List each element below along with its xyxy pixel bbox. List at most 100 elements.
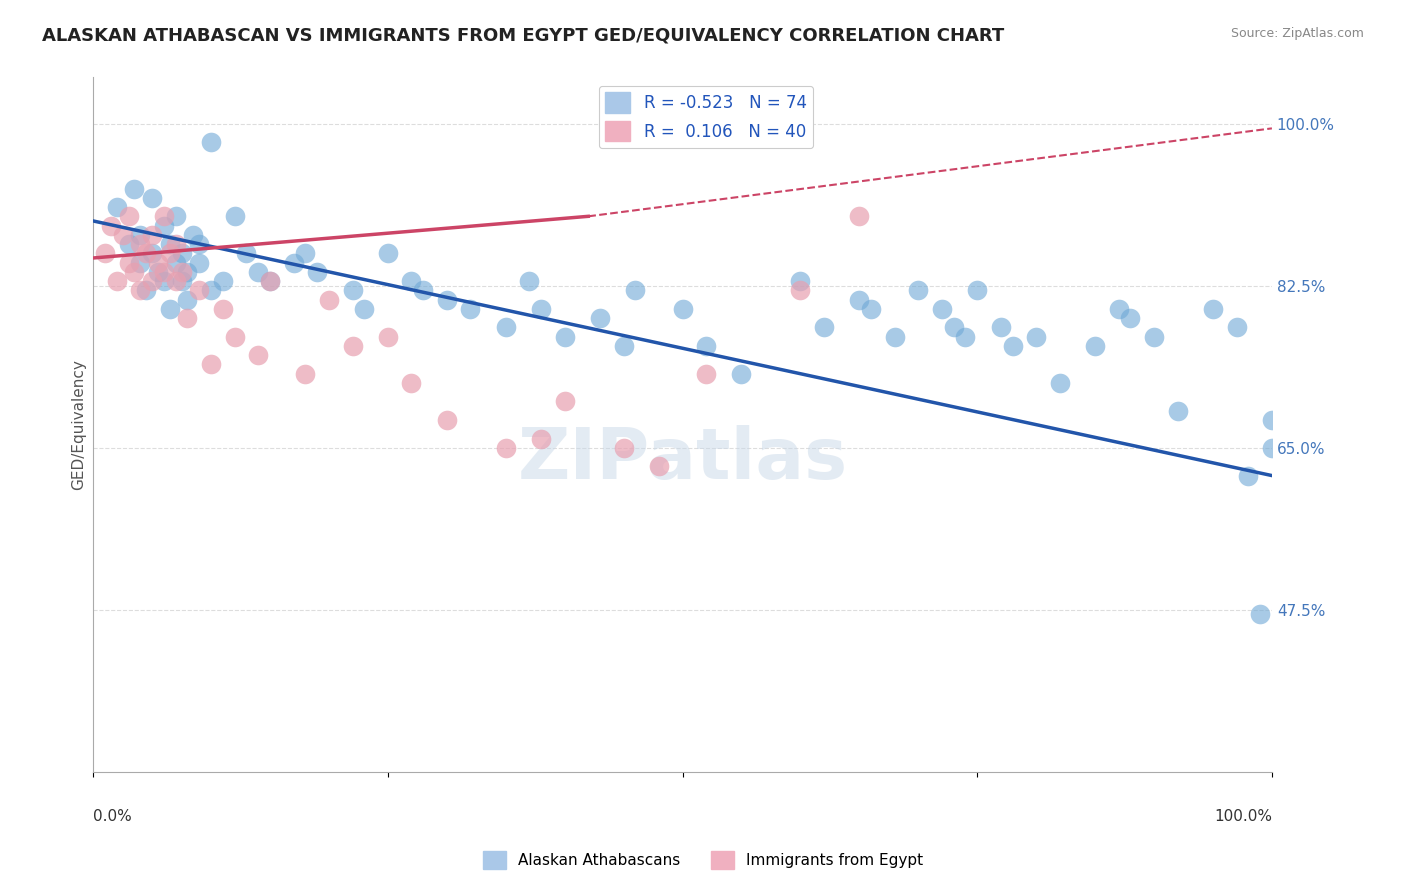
Point	[613, 339, 636, 353]
Point	[931, 301, 953, 316]
Point	[530, 301, 553, 316]
Point	[412, 284, 434, 298]
Point	[188, 284, 211, 298]
Point	[105, 274, 128, 288]
Point	[401, 274, 423, 288]
Point	[105, 200, 128, 214]
Point	[135, 284, 157, 298]
Point	[146, 265, 169, 279]
Point	[495, 441, 517, 455]
Point	[247, 265, 270, 279]
Point	[377, 329, 399, 343]
Point	[247, 348, 270, 362]
Point	[224, 329, 246, 343]
Point	[353, 301, 375, 316]
Point	[813, 320, 835, 334]
Point	[259, 274, 281, 288]
Point	[517, 274, 540, 288]
Point	[141, 274, 163, 288]
Point	[848, 293, 870, 307]
Point	[165, 255, 187, 269]
Point	[235, 246, 257, 260]
Point	[188, 237, 211, 252]
Point	[124, 181, 146, 195]
Point	[1261, 441, 1284, 455]
Point	[153, 274, 176, 288]
Point	[211, 301, 233, 316]
Point	[170, 274, 193, 288]
Point	[966, 284, 988, 298]
Point	[1143, 329, 1166, 343]
Point	[1084, 339, 1107, 353]
Point	[153, 219, 176, 233]
Point	[460, 301, 482, 316]
Point	[342, 339, 364, 353]
Point	[1025, 329, 1047, 343]
Point	[1225, 320, 1247, 334]
Point	[624, 284, 647, 298]
Y-axis label: GED/Equivalency: GED/Equivalency	[72, 359, 86, 490]
Point	[883, 329, 905, 343]
Point	[1261, 413, 1284, 427]
Point	[1249, 607, 1271, 622]
Point	[294, 367, 316, 381]
Point	[789, 274, 811, 288]
Point	[200, 358, 222, 372]
Point	[117, 237, 139, 252]
Point	[907, 284, 929, 298]
Point	[165, 237, 187, 252]
Point	[129, 237, 152, 252]
Point	[554, 329, 576, 343]
Point	[848, 210, 870, 224]
Point	[589, 311, 612, 326]
Point	[124, 265, 146, 279]
Point	[129, 227, 152, 242]
Point	[153, 210, 176, 224]
Point	[436, 293, 458, 307]
Point	[695, 339, 717, 353]
Text: 100.0%: 100.0%	[1213, 809, 1272, 824]
Point	[170, 265, 193, 279]
Point	[183, 227, 205, 242]
Point	[117, 210, 139, 224]
Legend: Alaskan Athabascans, Immigrants from Egypt: Alaskan Athabascans, Immigrants from Egy…	[477, 845, 929, 875]
Point	[648, 459, 671, 474]
Point	[200, 135, 222, 149]
Point	[170, 246, 193, 260]
Point	[176, 293, 198, 307]
Point	[224, 210, 246, 224]
Point	[436, 413, 458, 427]
Point	[283, 255, 305, 269]
Point	[94, 246, 117, 260]
Point	[554, 394, 576, 409]
Point	[860, 301, 883, 316]
Point	[613, 441, 636, 455]
Point	[146, 255, 169, 269]
Point	[495, 320, 517, 334]
Point	[129, 284, 152, 298]
Text: ALASKAN ATHABASCAN VS IMMIGRANTS FROM EGYPT GED/EQUIVALENCY CORRELATION CHART: ALASKAN ATHABASCAN VS IMMIGRANTS FROM EG…	[42, 27, 1004, 45]
Point	[789, 284, 811, 298]
Point	[188, 255, 211, 269]
Text: Source: ZipAtlas.com: Source: ZipAtlas.com	[1230, 27, 1364, 40]
Point	[1202, 301, 1225, 316]
Point	[165, 210, 187, 224]
Point	[111, 227, 134, 242]
Point	[671, 301, 693, 316]
Legend: R = -0.523   N = 74, R =  0.106   N = 40: R = -0.523 N = 74, R = 0.106 N = 40	[599, 86, 814, 148]
Point	[530, 432, 553, 446]
Point	[1237, 468, 1260, 483]
Point	[141, 191, 163, 205]
Point	[129, 255, 152, 269]
Point	[159, 301, 181, 316]
Point	[159, 237, 181, 252]
Text: 0.0%: 0.0%	[93, 809, 132, 824]
Point	[955, 329, 977, 343]
Point	[730, 367, 752, 381]
Point	[695, 367, 717, 381]
Point	[211, 274, 233, 288]
Point	[259, 274, 281, 288]
Point	[135, 246, 157, 260]
Point	[200, 284, 222, 298]
Point	[307, 265, 329, 279]
